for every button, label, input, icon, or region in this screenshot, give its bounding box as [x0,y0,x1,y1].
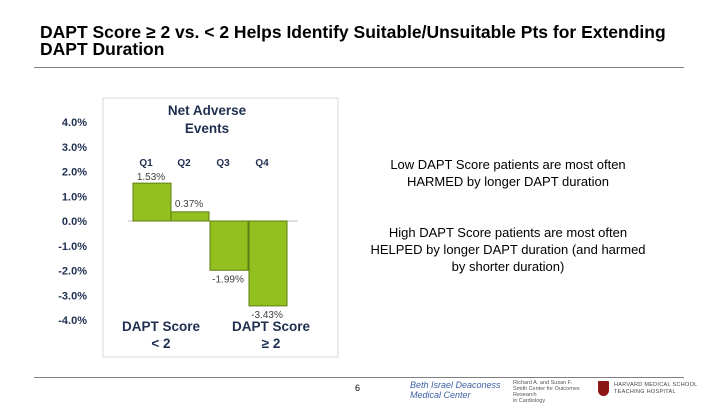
hms-logo: HARVARD MEDICAL SCHOOL TEACHING HOSPITAL [598,381,708,399]
bidmc-logo-line1: Beth Israel Deaconess [410,380,501,390]
y-tick-label: 4.0% [62,117,87,129]
bar-q3 [209,220,249,271]
group-label-line: DAPT Score [232,319,311,334]
data-label: 0.37% [175,199,203,210]
group-label-line: ≥ 2 [262,336,281,351]
data-label: 1.53% [137,172,165,183]
bar-q2 [170,211,210,222]
bar-q4 [248,220,288,307]
bidmc-logo: Beth Israel Deaconess Medical Center [410,380,501,400]
bars [132,182,288,307]
chart-title-line: Events [185,121,229,136]
chart-labels: Net Adverse Events Q1 1.53% Q2 0.37% Q3 -1.99% Q… [122,103,311,351]
y-tick-label: 3.0% [62,142,87,154]
smith-center-logo: Richard A. and Susan F. Smith Center for… [513,380,583,404]
note-high-score: High DAPT Score patients are most often … [370,225,646,274]
smith-logo-line3: in Cardiology [513,398,546,404]
hms-shield-icon [598,381,609,396]
category-label: Q3 [216,158,230,169]
data-label: -3.43% [251,310,283,321]
note-low-score: Low DAPT Score patients are most often H… [390,157,626,189]
y-tick-label: -4.0% [58,315,87,327]
y-tick-label: -3.0% [58,290,87,302]
hms-logo-text: HARVARD MEDICAL SCHOOL TEACHING HOSPITAL [614,382,698,396]
footer-divider [34,377,684,378]
bidmc-logo-line2: Medical Center [410,390,471,400]
y-tick-label: -1.0% [58,241,87,253]
hms-logo-line2: TEACHING HOSPITAL [614,389,676,395]
smith-logo-line2: Smith Center for Outcomes Research [513,386,580,398]
data-label: -1.99% [212,274,244,285]
hms-logo-line1: HARVARD MEDICAL SCHOOL [614,382,698,388]
group-label-line: < 2 [151,336,170,351]
page-number: 6 [355,383,361,393]
y-tick-label: 2.0% [62,167,87,179]
bar-q1 [132,182,172,222]
category-label: Q4 [255,158,269,169]
y-axis: 4.0% 3.0% 2.0% 1.0% 0.0% -1.0% -2.0% -3.0% -4.0% [58,117,87,327]
y-tick-label: 1.0% [62,191,87,203]
chart-title-line: Net Adverse [168,103,247,118]
plot-border [102,97,339,358]
slide-title: DAPT Score ≥ 2 vs. < 2 Helps Identify Su… [40,22,666,59]
group-label-line: DAPT Score [122,319,201,334]
y-tick-label: 0.0% [62,216,87,228]
category-label: Q1 [139,158,153,169]
category-label: Q2 [177,158,191,169]
y-tick-label: -2.0% [58,266,87,278]
title-divider [34,67,684,68]
smith-logo-line1: Richard A. and Susan F. [513,380,573,386]
